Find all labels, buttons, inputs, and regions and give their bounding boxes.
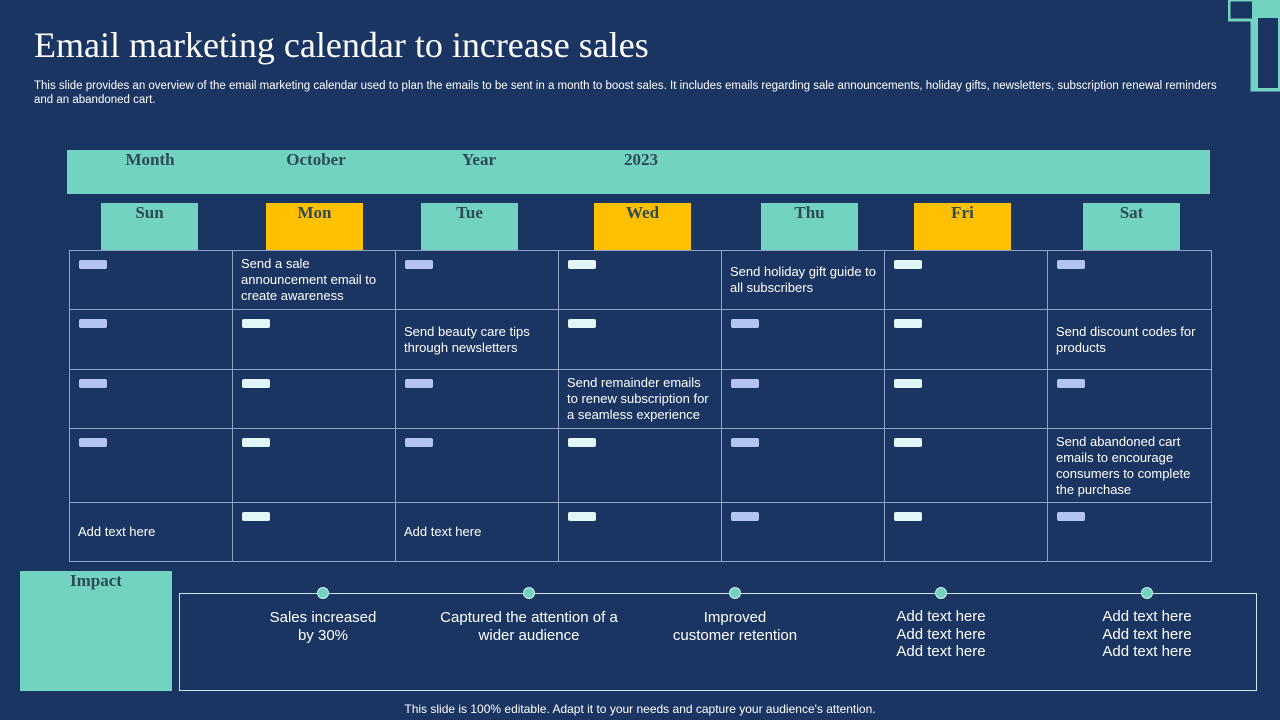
title: Email marketing calendar to increase sal…	[34, 25, 649, 65]
date-badge	[405, 379, 433, 388]
date-badge	[894, 438, 922, 447]
impact-box	[179, 593, 1257, 691]
impact-line: Improved	[703, 609, 767, 626]
date-badge	[242, 319, 270, 328]
date-badge	[79, 379, 107, 388]
date-badge	[1057, 260, 1085, 269]
day-header: Sun	[101, 203, 198, 250]
date-badge	[894, 512, 922, 521]
calendar-cell: Send abandoned cart emails to encourage …	[1047, 428, 1212, 503]
impact-label: Impact	[20, 571, 172, 691]
date-badge	[405, 260, 433, 269]
date-badge	[79, 260, 107, 269]
calendar-cell	[884, 502, 1048, 562]
calendar-cell: Add text here	[69, 502, 233, 562]
date-badge	[242, 438, 270, 447]
calendar-cell	[884, 369, 1048, 429]
year-label: Year	[462, 150, 496, 169]
impact-line: Captured the attention of a	[440, 609, 618, 626]
date-badge	[568, 512, 596, 521]
day-header: Thu	[761, 203, 858, 250]
day-header: Fri	[914, 203, 1011, 250]
impact-text: Sales increased by 30%	[223, 609, 423, 644]
calendar-cell	[721, 502, 885, 562]
day-header: Mon	[266, 203, 363, 250]
date-badge	[894, 319, 922, 328]
calendar-cell	[69, 369, 233, 429]
calendar-cell	[1047, 502, 1212, 562]
date-badge	[894, 379, 922, 388]
impact-dot	[1141, 587, 1153, 599]
impact-line: Add text here	[896, 643, 986, 660]
month-label: Month	[125, 150, 175, 169]
impact-line: Add text here	[896, 625, 986, 643]
date-badge	[1057, 379, 1085, 388]
footer: This slide is 100% editable. Adapt it to…	[404, 702, 876, 716]
impact-line: Add text here	[1102, 625, 1192, 643]
calendar-cell	[232, 369, 396, 429]
impact-line: wider audience	[478, 626, 580, 644]
date-badge	[242, 512, 270, 521]
impact-line: Sales increased	[269, 609, 377, 626]
date-badge	[242, 379, 270, 388]
calendar-cell	[1047, 369, 1212, 429]
calendar-cell	[558, 250, 722, 310]
calendar-cell: Send discount codes for products	[1047, 309, 1212, 370]
calendar-cell: Send remainder emails to renew subscript…	[558, 369, 722, 429]
day-header: Wed	[594, 203, 691, 250]
description: This slide provides an overview of the e…	[34, 80, 1217, 106]
impact-dot	[729, 587, 741, 599]
year: 2023	[624, 150, 658, 169]
month: October	[286, 150, 346, 169]
date-badge	[79, 438, 107, 447]
calendar-cell: Send beauty care tips through newsletter…	[395, 309, 559, 370]
date-badge	[568, 260, 596, 269]
impact-dot	[523, 587, 535, 599]
calendar-cell	[395, 250, 559, 310]
date-badge	[731, 438, 759, 447]
impact-text: Improved customer retention	[635, 609, 835, 644]
impact-dot	[935, 587, 947, 599]
date-badge	[1057, 512, 1085, 521]
impact-dot	[317, 587, 329, 599]
calendar-cell: Send holiday gift guide to all subscribe…	[721, 250, 885, 310]
date-badge	[731, 319, 759, 328]
impact-text: Captured the attention of a wider audienc…	[429, 609, 629, 644]
impact-line: Add text here	[896, 608, 986, 625]
impact-line: by 30%	[297, 626, 349, 644]
calendar-cell	[884, 250, 1048, 310]
month-band	[67, 150, 1210, 194]
impact-text: Add text here Add text here Add text here	[1047, 608, 1247, 661]
calendar-cell	[558, 502, 722, 562]
calendar-cell	[721, 369, 885, 429]
day-header: Tue	[421, 203, 518, 250]
calendar-cell	[1047, 250, 1212, 310]
impact-line: customer retention	[672, 626, 798, 644]
calendar-cell	[69, 250, 233, 310]
date-badge	[894, 260, 922, 269]
calendar-cell	[232, 502, 396, 562]
impact-line: Add text here	[1102, 643, 1192, 660]
day-header: Sat	[1083, 203, 1180, 250]
date-badge	[405, 438, 433, 447]
calendar-cell: Send a sale announcement email to create…	[232, 250, 396, 310]
date-badge	[731, 512, 759, 521]
date-badge	[568, 438, 596, 447]
calendar-cell	[395, 369, 559, 429]
date-badge	[568, 319, 596, 328]
impact-line: Add text here	[1102, 608, 1192, 625]
calendar-cell: Add text here	[395, 502, 559, 562]
impact-text: Add text here Add text here Add text here	[841, 608, 1041, 661]
corner-decoration	[1228, 0, 1280, 92]
date-badge	[731, 379, 759, 388]
date-badge	[79, 319, 107, 328]
